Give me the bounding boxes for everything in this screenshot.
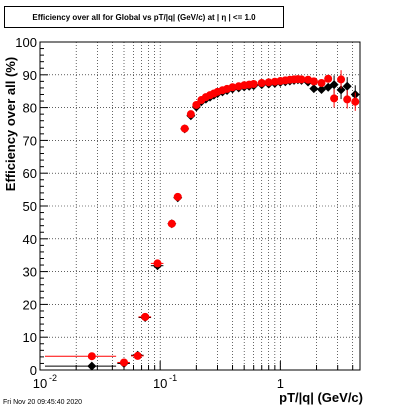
data-point-red — [309, 77, 318, 86]
data-point-red — [173, 192, 182, 201]
data-point-red — [180, 124, 189, 133]
data-point-black — [336, 85, 346, 95]
x-axis-label: pT/|q| (GeV/c) — [279, 390, 363, 405]
y-tick-label: 20 — [23, 297, 37, 312]
data-point-red — [141, 312, 150, 321]
y-tick-label: 80 — [23, 101, 37, 116]
timestamp-footer: Fri Nov 20 09:45:40 2020 — [3, 399, 82, 406]
data-point-black — [329, 80, 339, 90]
x-tick-label: 10 — [33, 376, 47, 391]
y-tick-label: 30 — [23, 265, 37, 280]
data-layer — [44, 70, 360, 371]
data-point-red — [192, 100, 201, 109]
data-point-red — [133, 351, 142, 360]
y-tick-label: 90 — [23, 68, 37, 83]
data-point-red — [264, 78, 273, 87]
data-point-black — [309, 84, 319, 94]
data-point-red — [324, 74, 333, 83]
x-tick-exponent: -1 — [169, 373, 177, 383]
data-point-red — [337, 75, 346, 84]
chart-title: Efficiency over all for Global vs pT/|q|… — [4, 6, 284, 28]
data-point-red — [249, 79, 258, 88]
data-point-red — [186, 110, 195, 119]
y-tick-label: 10 — [23, 330, 37, 345]
y-tick-label: 70 — [23, 133, 37, 148]
data-point-black — [87, 361, 97, 371]
data-point-red — [119, 358, 128, 367]
data-point-red — [343, 95, 352, 104]
data-point-red — [257, 79, 266, 87]
x-tick-exponent: -2 — [49, 373, 57, 383]
y-tick-label: 40 — [23, 232, 37, 247]
x-tick-label: 1 — [277, 376, 284, 391]
data-point-red — [228, 83, 237, 92]
data-point-red — [87, 352, 96, 361]
data-point-red — [330, 94, 339, 103]
data-point-red — [317, 79, 326, 87]
y-axis-label: Efficiency over all (%) — [3, 56, 18, 192]
data-point-red — [167, 219, 176, 228]
y-tick-label: 50 — [23, 199, 37, 214]
x-tick-label: 10 — [153, 376, 167, 391]
y-tick-label: 60 — [23, 166, 37, 181]
y-tick-label: 100 — [15, 35, 37, 50]
data-point-red — [297, 75, 306, 84]
data-point-red — [153, 259, 162, 268]
y-tick-label: 0 — [30, 363, 37, 378]
data-point-red — [351, 97, 360, 106]
data-point-black — [342, 81, 352, 91]
